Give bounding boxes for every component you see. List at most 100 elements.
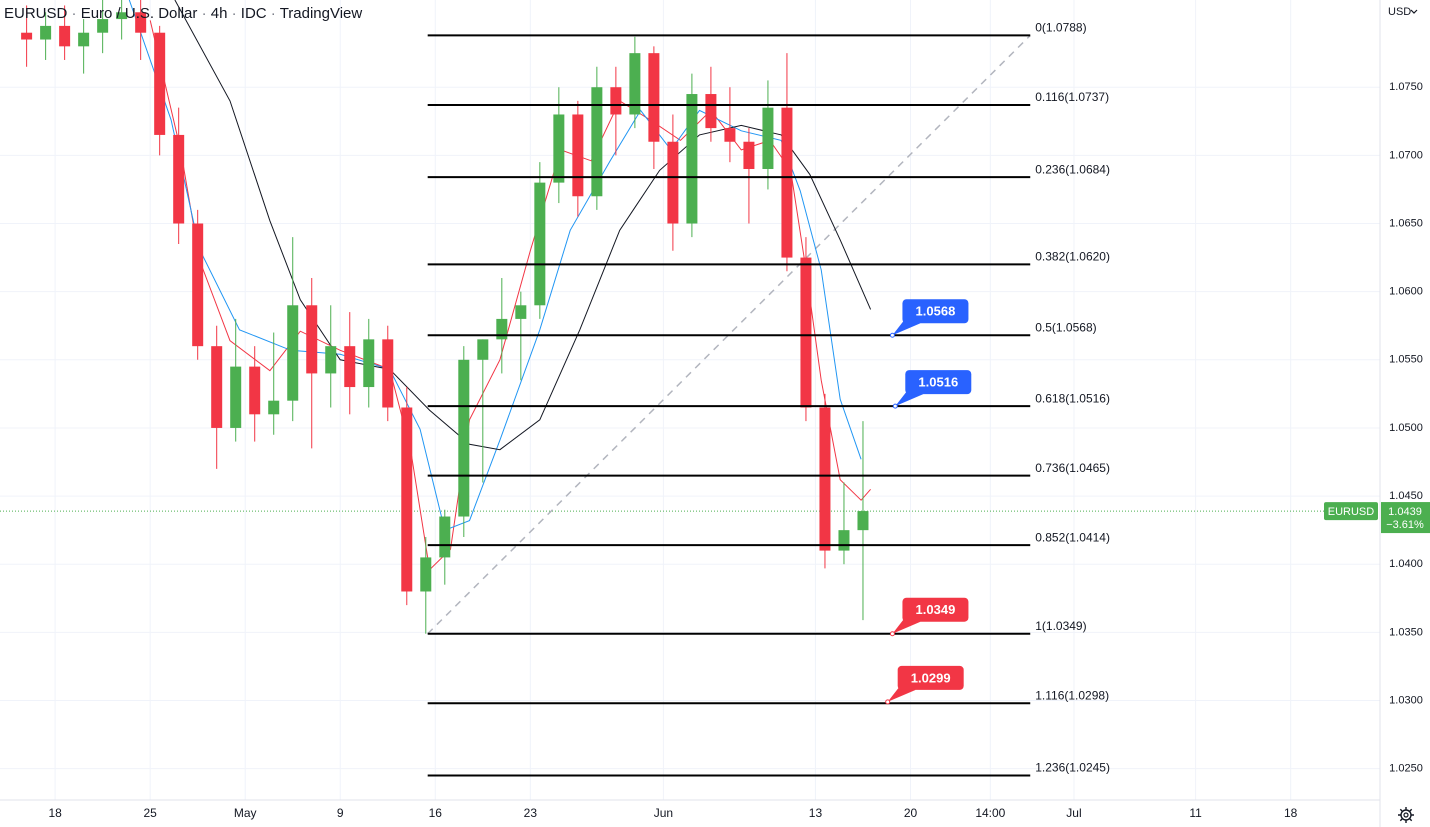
y-tick-label: 1.0550 xyxy=(1389,354,1423,366)
candle-body xyxy=(705,94,717,129)
x-tick-label: Jul xyxy=(1066,806,1081,820)
fib-level-label: 1.116(1.0298) xyxy=(1035,688,1109,702)
candle-body xyxy=(306,305,318,374)
price-tag-label: 1.0439 xyxy=(1388,506,1422,518)
callout-anchor xyxy=(889,631,895,637)
x-tick-label: 18 xyxy=(48,806,62,820)
candle-body xyxy=(116,12,128,20)
interval: 4h xyxy=(211,5,228,22)
y-tick-label: 1.0250 xyxy=(1389,763,1423,775)
candle-body xyxy=(192,223,204,347)
x-tick-label: 9 xyxy=(337,806,344,820)
x-tick-label: 20 xyxy=(904,806,918,820)
separator: · xyxy=(227,5,240,22)
callout-box xyxy=(902,597,969,622)
instrument-title: Euro / U.S. Dollar xyxy=(81,5,198,22)
platform: TradingView xyxy=(280,5,363,22)
currency[interactable]: USD xyxy=(1388,6,1411,18)
y-tick-label: 1.0400 xyxy=(1389,558,1423,570)
candle-body xyxy=(344,346,356,388)
settings-icon[interactable] xyxy=(1398,807,1414,823)
candle-body xyxy=(648,53,660,142)
candle-body xyxy=(401,407,413,592)
fib-level-label: 1(1.0349) xyxy=(1035,619,1086,633)
overlay: 0(1.0788) 0.116(1.0737) 0.236(1.0684) 0.382… xyxy=(885,21,1430,775)
moving-average-line xyxy=(174,0,872,451)
x-tick-label: 14:00 xyxy=(975,806,1005,820)
x-tick-label: May xyxy=(234,806,257,820)
candle-body xyxy=(173,134,185,224)
candle-body xyxy=(743,141,755,169)
candle-body xyxy=(249,366,261,415)
fib-trend-line xyxy=(427,34,1031,635)
candle-body xyxy=(762,107,774,169)
candle-body xyxy=(572,114,584,197)
candle-body xyxy=(21,32,33,40)
candle-body xyxy=(667,141,679,224)
candle-body xyxy=(97,19,109,33)
fib-level-label: 0.382(1.0620) xyxy=(1035,250,1110,264)
header: EURUSD · Euro / U.S. Dollar · 4h · IDC ·… xyxy=(4,5,362,22)
candle-body xyxy=(724,128,736,142)
candle-body xyxy=(496,318,508,340)
x-tick-label: Jun xyxy=(654,806,673,820)
callout-box xyxy=(902,299,969,324)
plot-area xyxy=(0,0,1380,777)
gear-hub xyxy=(1403,812,1409,818)
candle-body xyxy=(59,25,71,47)
candle-body xyxy=(458,359,470,517)
candle-body xyxy=(230,366,242,428)
callout-label: 1.0516 xyxy=(918,375,958,390)
candle-body xyxy=(838,530,850,551)
candle-body xyxy=(819,407,831,551)
symbol: EURUSD xyxy=(4,5,68,22)
candle-body xyxy=(800,257,812,408)
currency-chevron[interactable] xyxy=(1410,9,1418,14)
candle-body xyxy=(591,87,603,197)
moving-average-line xyxy=(149,20,871,571)
callout-anchor xyxy=(892,403,898,409)
candle-body xyxy=(534,182,546,306)
candle-body xyxy=(781,107,793,258)
symbol-tag xyxy=(1324,502,1378,521)
y-tick-label: 1.0700 xyxy=(1389,149,1423,161)
callout-label: 1.0299 xyxy=(911,670,951,685)
y-tick-label: 1.0750 xyxy=(1389,81,1423,93)
candle-body xyxy=(553,114,565,183)
y-tick-label: 1.0450 xyxy=(1389,490,1423,502)
fib-level-label: 0.5(1.0568) xyxy=(1035,320,1096,334)
candle-body xyxy=(686,94,698,224)
candle-body xyxy=(857,511,869,531)
callout-anchor xyxy=(885,699,891,705)
candle-body xyxy=(211,346,223,428)
symbol-tag-label: EURUSD xyxy=(1328,506,1375,518)
y-tick-label: 1.0600 xyxy=(1389,286,1423,298)
grid xyxy=(0,0,1380,800)
candle-body xyxy=(40,25,52,40)
y-tick-label: 1.0650 xyxy=(1389,217,1423,229)
separator: · xyxy=(197,5,210,22)
source: IDC xyxy=(241,5,267,22)
candle-body xyxy=(477,339,489,360)
x-tick-label: 18 xyxy=(1284,806,1298,820)
separator: · xyxy=(267,5,280,22)
candle-body xyxy=(382,339,394,408)
fib-level-label: 0.116(1.0737) xyxy=(1035,90,1109,104)
candle-body xyxy=(629,53,641,115)
y-tick-label: 1.0300 xyxy=(1389,694,1423,706)
candle-body xyxy=(268,400,280,415)
candle-body xyxy=(154,32,166,135)
candle-body xyxy=(363,339,375,388)
candle-body xyxy=(515,305,527,319)
fib-level-label: 0.618(1.0516) xyxy=(1035,391,1110,405)
axes: 18 25 May 9 16 23 Jun 13 20 14:00 Jul 11 18 1.0250 1.0… xyxy=(48,81,1422,820)
fib-level-label: 1.236(1.0245) xyxy=(1035,761,1110,775)
candle-body xyxy=(420,557,432,592)
x-tick-label: 25 xyxy=(143,806,157,820)
candle-body xyxy=(135,12,147,33)
fib-level-label: 0.736(1.0465) xyxy=(1035,461,1110,475)
x-tick-label: 11 xyxy=(1189,806,1202,820)
x-tick-label: 16 xyxy=(429,806,443,820)
